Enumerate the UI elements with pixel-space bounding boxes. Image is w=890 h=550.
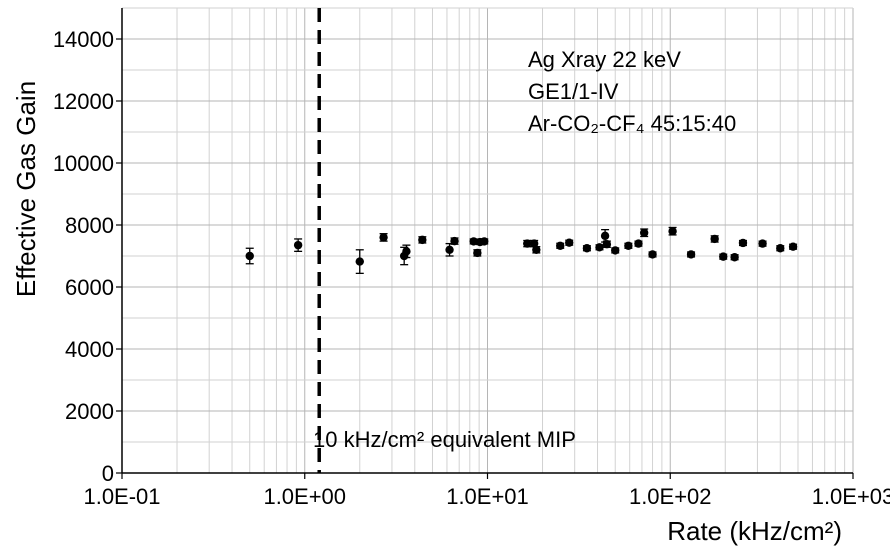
y-axis-title: Effective Gas Gain	[11, 81, 41, 297]
data-point	[788, 242, 798, 251]
annotation-gas-mixture: Ar-CO₂-CF₄ 45:15:40	[528, 111, 736, 136]
data-point	[639, 228, 649, 237]
y-tick-label: 10000	[53, 151, 114, 176]
annotation-detector: GE1/1-IV	[528, 79, 619, 104]
data-point	[402, 247, 411, 256]
data-point	[565, 238, 574, 247]
data-point	[730, 253, 739, 262]
tick-labels: 0 2000 4000 6000 8000 10000 12000 14000 1.0E-01 1…	[53, 27, 890, 509]
x-axis-title: Rate (kHz/cm²)	[667, 516, 842, 546]
data-point	[469, 237, 478, 246]
data-point	[523, 239, 532, 248]
x-tick-label: 1.0E-01	[83, 484, 160, 509]
x-tick-label: 1.0E+01	[446, 484, 529, 509]
y-tick-label: 4000	[65, 337, 114, 362]
x-tick-label: 1.0E+03	[812, 484, 890, 509]
y-tick-label: 14000	[53, 27, 114, 52]
data-point	[648, 250, 657, 259]
data-point	[245, 251, 254, 261]
reference-line-label: 10 kHz/cm² equivalent MIP	[313, 427, 576, 452]
data-point	[556, 241, 565, 250]
x-tick-label: 1.0E+02	[629, 484, 712, 509]
data-point	[776, 244, 785, 253]
data-point	[450, 236, 459, 246]
data-point	[710, 234, 719, 244]
data-point	[480, 237, 489, 246]
data-point	[602, 240, 612, 249]
data-points	[245, 226, 798, 275]
data-point	[634, 239, 643, 248]
data-point	[445, 245, 454, 254]
data-point	[611, 246, 620, 255]
data-point	[668, 227, 677, 236]
axes	[116, 8, 854, 479]
data-point	[758, 239, 767, 248]
y-tick-label: 6000	[65, 275, 114, 300]
data-point	[600, 231, 610, 241]
data-point	[624, 241, 633, 250]
data-point	[686, 250, 696, 259]
y-tick-label: 8000	[65, 213, 114, 238]
data-point	[719, 252, 728, 261]
y-tick-label: 0	[102, 461, 114, 486]
data-point	[379, 233, 388, 242]
data-point	[595, 243, 604, 252]
data-point	[293, 240, 303, 250]
data-point	[355, 257, 364, 266]
y-tick-label: 2000	[65, 399, 114, 424]
data-point	[473, 248, 482, 258]
annotation-source: Ag Xray 22 keV	[528, 47, 681, 72]
y-tick-label: 12000	[53, 89, 114, 114]
data-point	[738, 238, 748, 248]
data-point	[582, 244, 592, 253]
data-point	[532, 245, 541, 254]
x-tick-label: 1.0E+00	[263, 484, 346, 509]
data-point	[418, 235, 427, 245]
